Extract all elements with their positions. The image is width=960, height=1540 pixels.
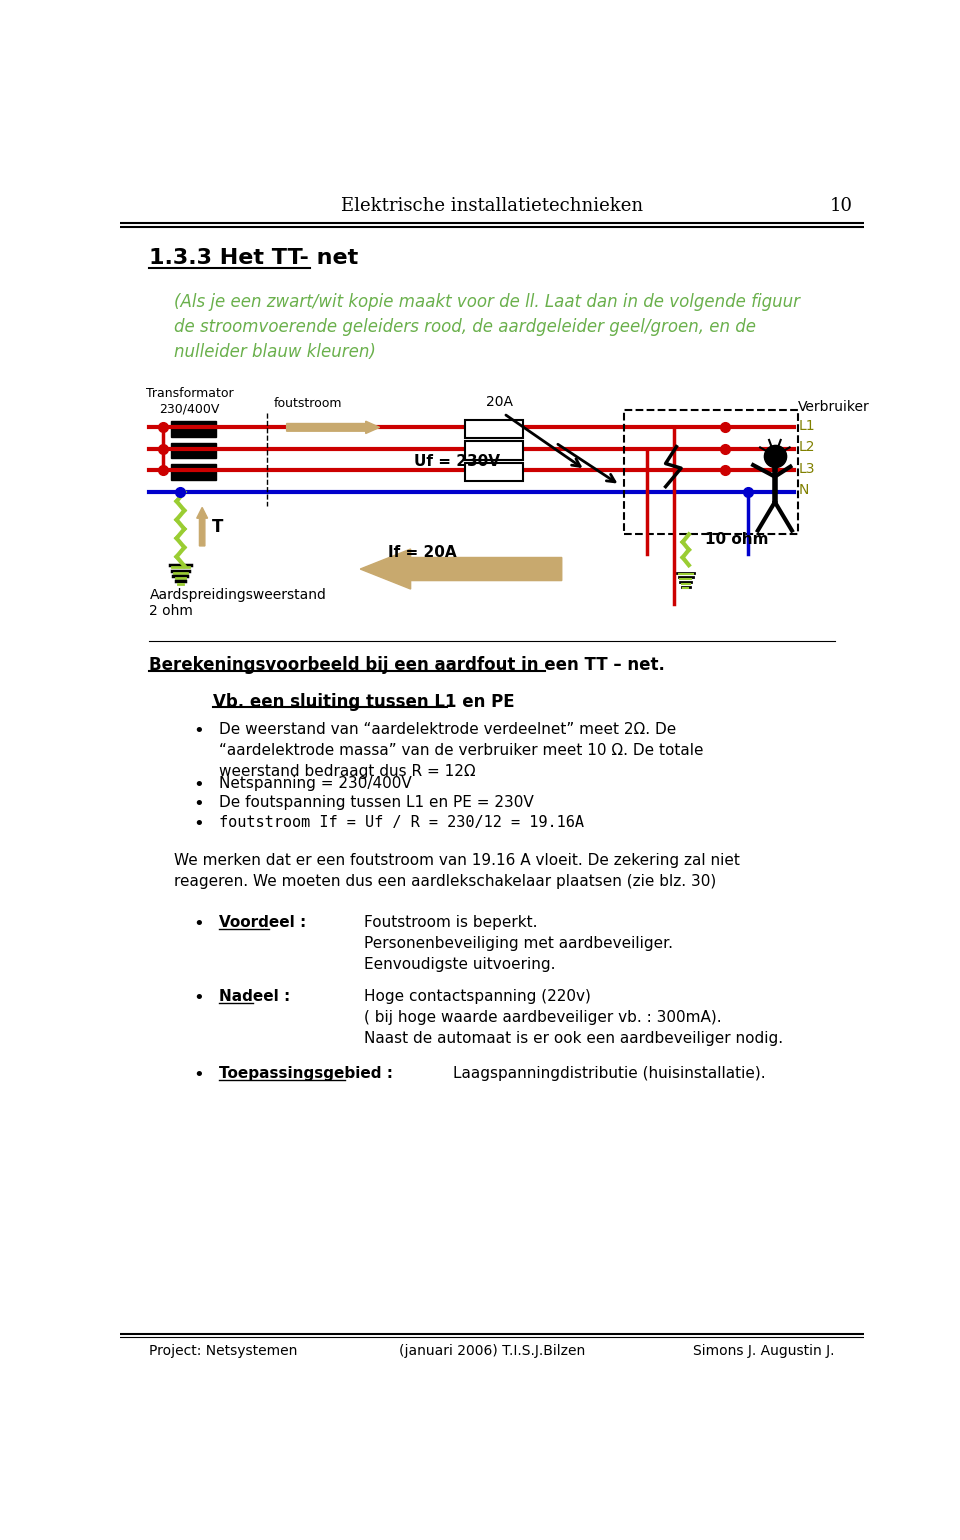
Text: 20A: 20A [487, 394, 514, 410]
Bar [171, 465, 216, 480]
Text: •: • [194, 915, 204, 933]
Bar [465, 419, 523, 437]
Text: Aardspreidingsweerstand
2 ohm: Aardspreidingsweerstand 2 ohm [150, 588, 326, 619]
Text: Netspanning = 230/400V: Netspanning = 230/400V [219, 776, 412, 792]
Text: De weerstand van “aardelektrode verdeelnet” meet 2Ω. De
“aardelektrode massa” va: De weerstand van “aardelektrode verdeeln… [219, 722, 704, 779]
Text: Foutstroom is beperkt.
Personenbeveiliging met aardbeveiliger.
Eenvoudigste uitv: Foutstroom is beperkt. Personenbeveiligi… [364, 915, 673, 972]
Text: Toepassingsgebied :: Toepassingsgebied : [219, 1066, 394, 1081]
Text: N: N [798, 484, 808, 497]
Text: Project: Netsystemen: Project: Netsystemen [150, 1344, 298, 1358]
Text: Verbruiker: Verbruiker [798, 400, 870, 414]
Text: foutstroom If = Uf / R = 230/12 = 19.16A: foutstroom If = Uf / R = 230/12 = 19.16A [219, 815, 585, 830]
Text: Simons J. Augustin J.: Simons J. Augustin J. [693, 1344, 834, 1358]
Text: 10: 10 [829, 197, 852, 216]
FancyArrow shape [287, 420, 379, 433]
Text: We merken dat er een foutstroom van 19.16 A vloeit. De zekering zal niet
reagere: We merken dat er een foutstroom van 19.1… [175, 853, 740, 889]
Text: 1.3.3 Het TT- net: 1.3.3 Het TT- net [150, 248, 359, 268]
Text: Elektrische installatietechnieken: Elektrische installatietechnieken [341, 197, 643, 216]
Text: T: T [211, 517, 223, 536]
Text: De foutspanning tussen L1 en PE = 230V: De foutspanning tussen L1 en PE = 230V [219, 795, 534, 810]
Text: Berekeningsvoorbeeld bij een aardfout in een TT – net.: Berekeningsvoorbeeld bij een aardfout in… [150, 656, 665, 675]
Text: Laagspanningdistributie (huisinstallatie).: Laagspanningdistributie (huisinstallatie… [453, 1066, 766, 1081]
FancyArrow shape [360, 548, 562, 588]
Text: Nadeel :: Nadeel : [219, 989, 291, 1004]
Text: Voordeel :: Voordeel : [219, 915, 306, 930]
Text: •: • [194, 989, 204, 1007]
Text: 10 ohm: 10 ohm [706, 533, 769, 547]
Text: Uf = 230V: Uf = 230V [415, 454, 500, 468]
Bar [624, 410, 798, 534]
Bar [171, 420, 216, 437]
FancyArrow shape [197, 507, 207, 545]
Text: L2: L2 [798, 440, 815, 454]
Text: (januari 2006) T.I.S.J.Bilzen: (januari 2006) T.I.S.J.Bilzen [398, 1344, 586, 1358]
Bar [171, 442, 216, 457]
Text: •: • [194, 795, 204, 813]
Text: •: • [194, 1066, 204, 1084]
Text: (Als je een zwart/wit kopie maakt voor de ll. Laat dan in de volgende figuur
de : (Als je een zwart/wit kopie maakt voor d… [175, 293, 801, 360]
Text: L3: L3 [798, 462, 815, 476]
Text: •: • [194, 815, 204, 833]
Text: L1: L1 [798, 419, 815, 433]
Bar [465, 462, 523, 480]
Text: Hoge contactspanning (220v)
( bij hoge waarde aardbeveiliger vb. : 300mA).
Naast: Hoge contactspanning (220v) ( bij hoge w… [364, 989, 783, 1047]
Bar [465, 440, 523, 459]
Text: Transformator
230/400V: Transformator 230/400V [146, 387, 233, 416]
Text: If = 20A: If = 20A [388, 545, 457, 559]
Text: Vb. een sluiting tussen L1 en PE: Vb. een sluiting tussen L1 en PE [213, 693, 515, 711]
Text: •: • [194, 776, 204, 795]
Text: •: • [194, 722, 204, 741]
Text: foutstroom: foutstroom [274, 397, 342, 410]
